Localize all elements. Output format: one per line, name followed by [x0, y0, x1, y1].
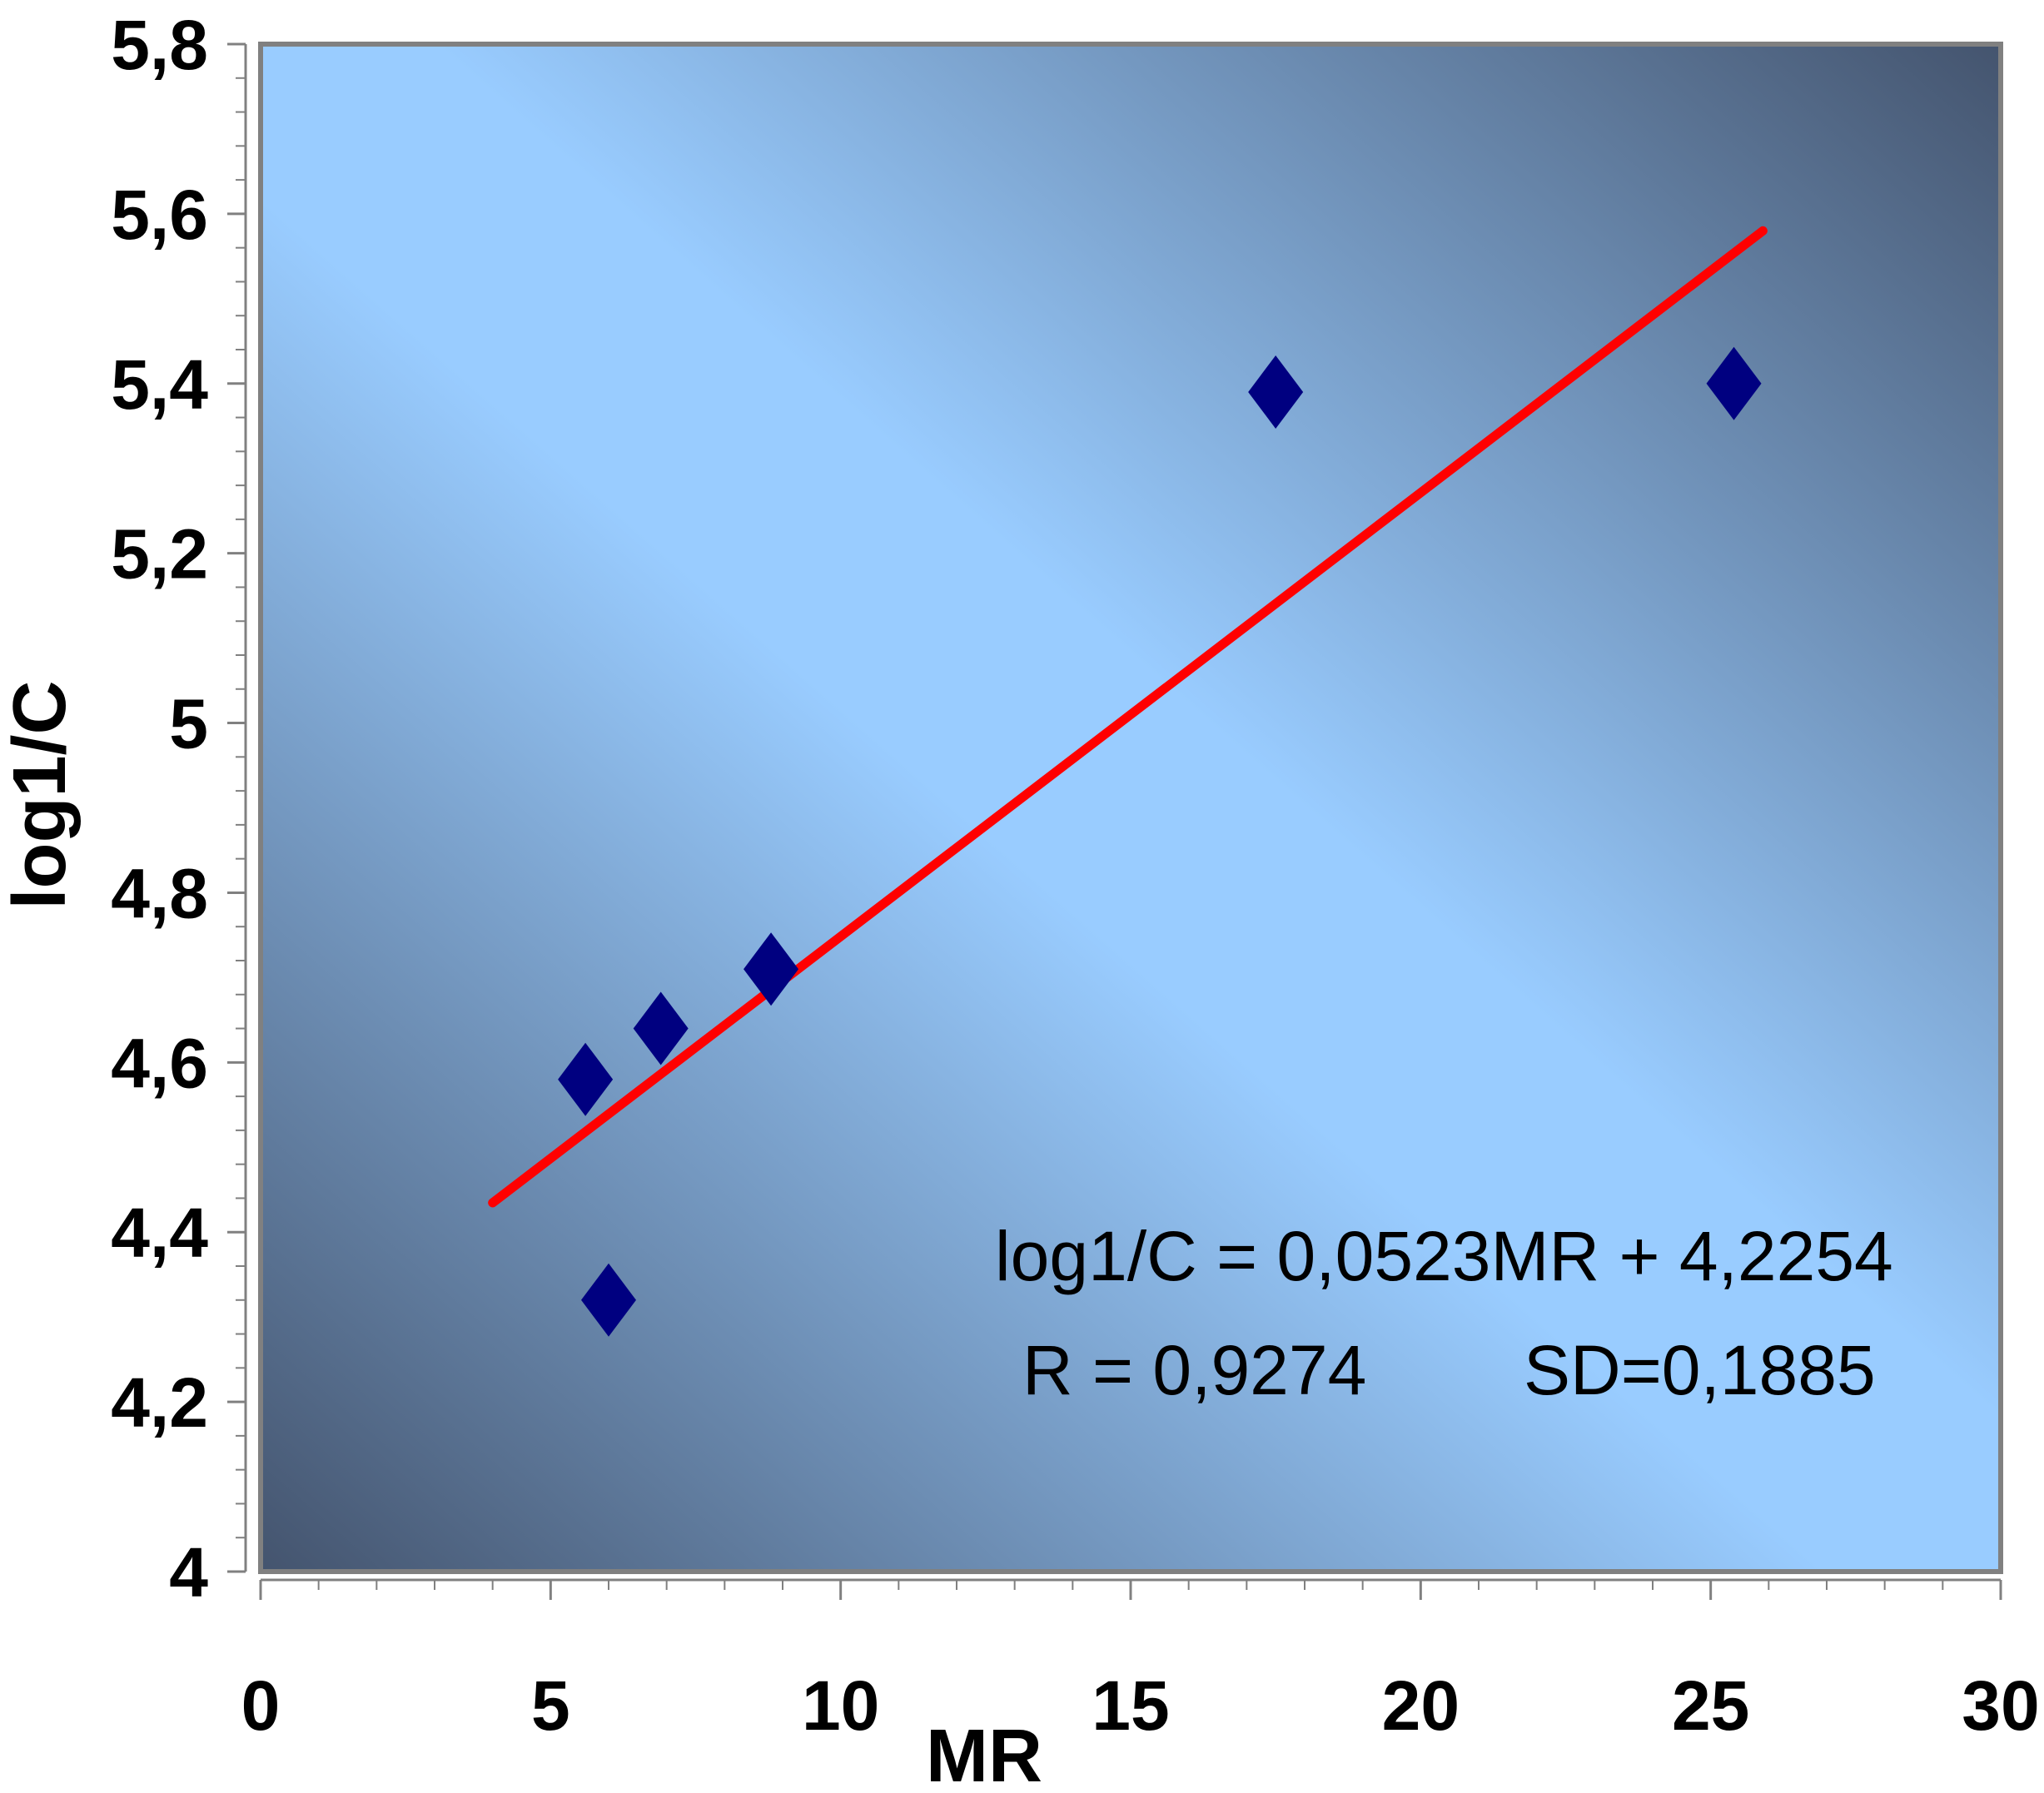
fit-line-group: [488, 226, 1768, 1208]
y-tick-label: 4: [169, 1533, 208, 1612]
data-point: [633, 991, 689, 1065]
x-tick-label: 0: [241, 1666, 281, 1745]
x-tick-label: 30: [1962, 1666, 2039, 1745]
y-tick-label: 5,8: [111, 6, 208, 84]
x-tick-label: 20: [1382, 1666, 1460, 1745]
y-axis-title: log1/C: [0, 680, 82, 909]
y-tick-label: 4,8: [111, 854, 208, 932]
plot-area: [258, 42, 2003, 1574]
y-tick-label: 5,2: [111, 515, 208, 594]
y-tick-label: 5,4: [111, 345, 208, 424]
x-axis-title: MR: [926, 1715, 1042, 1793]
data-point: [743, 932, 799, 1006]
y-tick-label: 5: [169, 685, 208, 763]
r-value-label: R = 0,9274: [1022, 1331, 1366, 1409]
equation-label: log1/C = 0,0523MR + 4,2254: [995, 1217, 1893, 1295]
y-tick-label: 4,2: [111, 1363, 208, 1442]
x-tick-label: 15: [1092, 1666, 1169, 1745]
x-axis: 0 5 10 15 20 25 30: [241, 1578, 2040, 1745]
y-tick-label: 4,6: [111, 1024, 208, 1102]
data-points: [558, 346, 1762, 1337]
x-tick-label: 25: [1672, 1666, 1749, 1745]
data-point: [1706, 346, 1762, 420]
fit-line: [488, 226, 1768, 1208]
data-point: [1248, 355, 1304, 429]
sd-value-label: SD=0,1885: [1524, 1331, 1876, 1409]
x-tick-label: 5: [531, 1666, 570, 1745]
x-tick-label: 10: [802, 1666, 879, 1745]
y-tick-label: 4,4: [111, 1194, 208, 1272]
data-point: [558, 1042, 614, 1116]
y-axis: 4 4,2 4,4 4,6 4,8 5 5,2 5,4 5,6 5,8: [111, 6, 247, 1612]
data-point: [581, 1263, 636, 1337]
y-tick-label: 5,6: [111, 176, 208, 254]
